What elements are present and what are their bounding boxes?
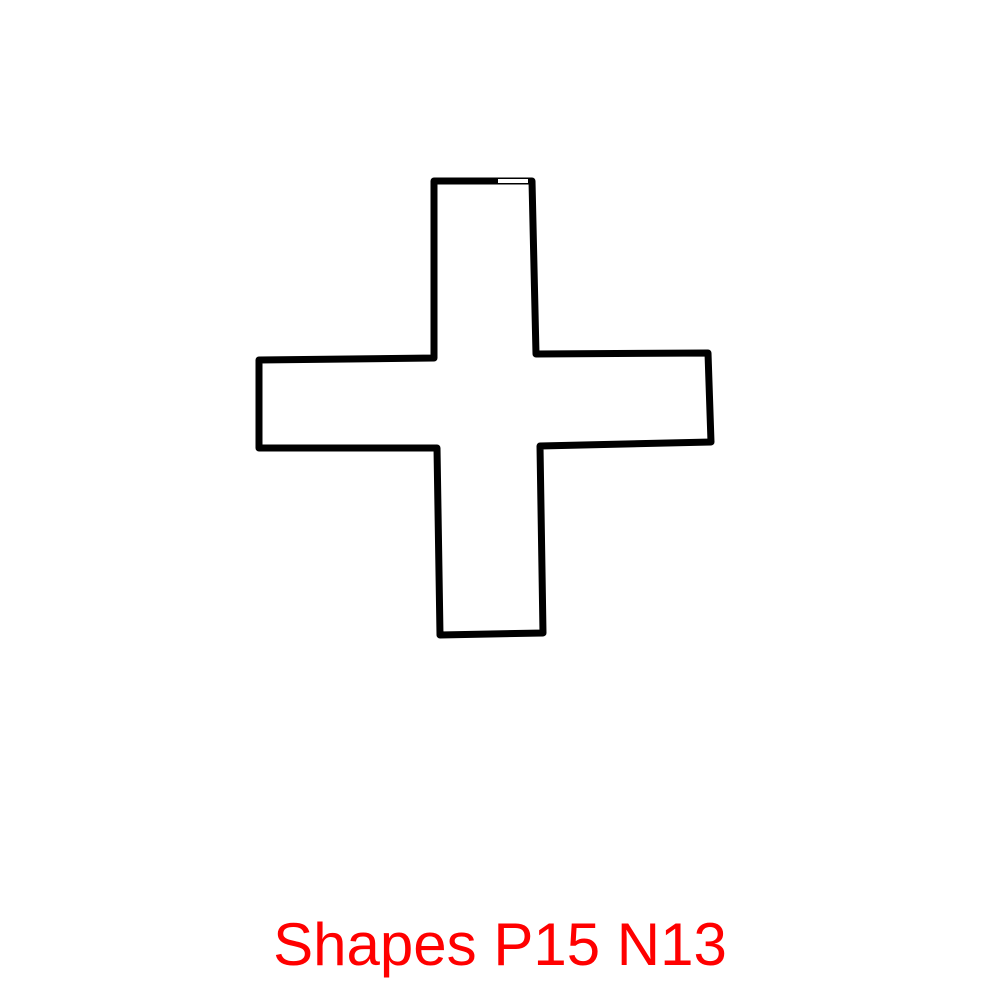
plus-cross-shape [255,177,715,639]
shape-caption: Shapes P15 N13 [273,911,727,978]
